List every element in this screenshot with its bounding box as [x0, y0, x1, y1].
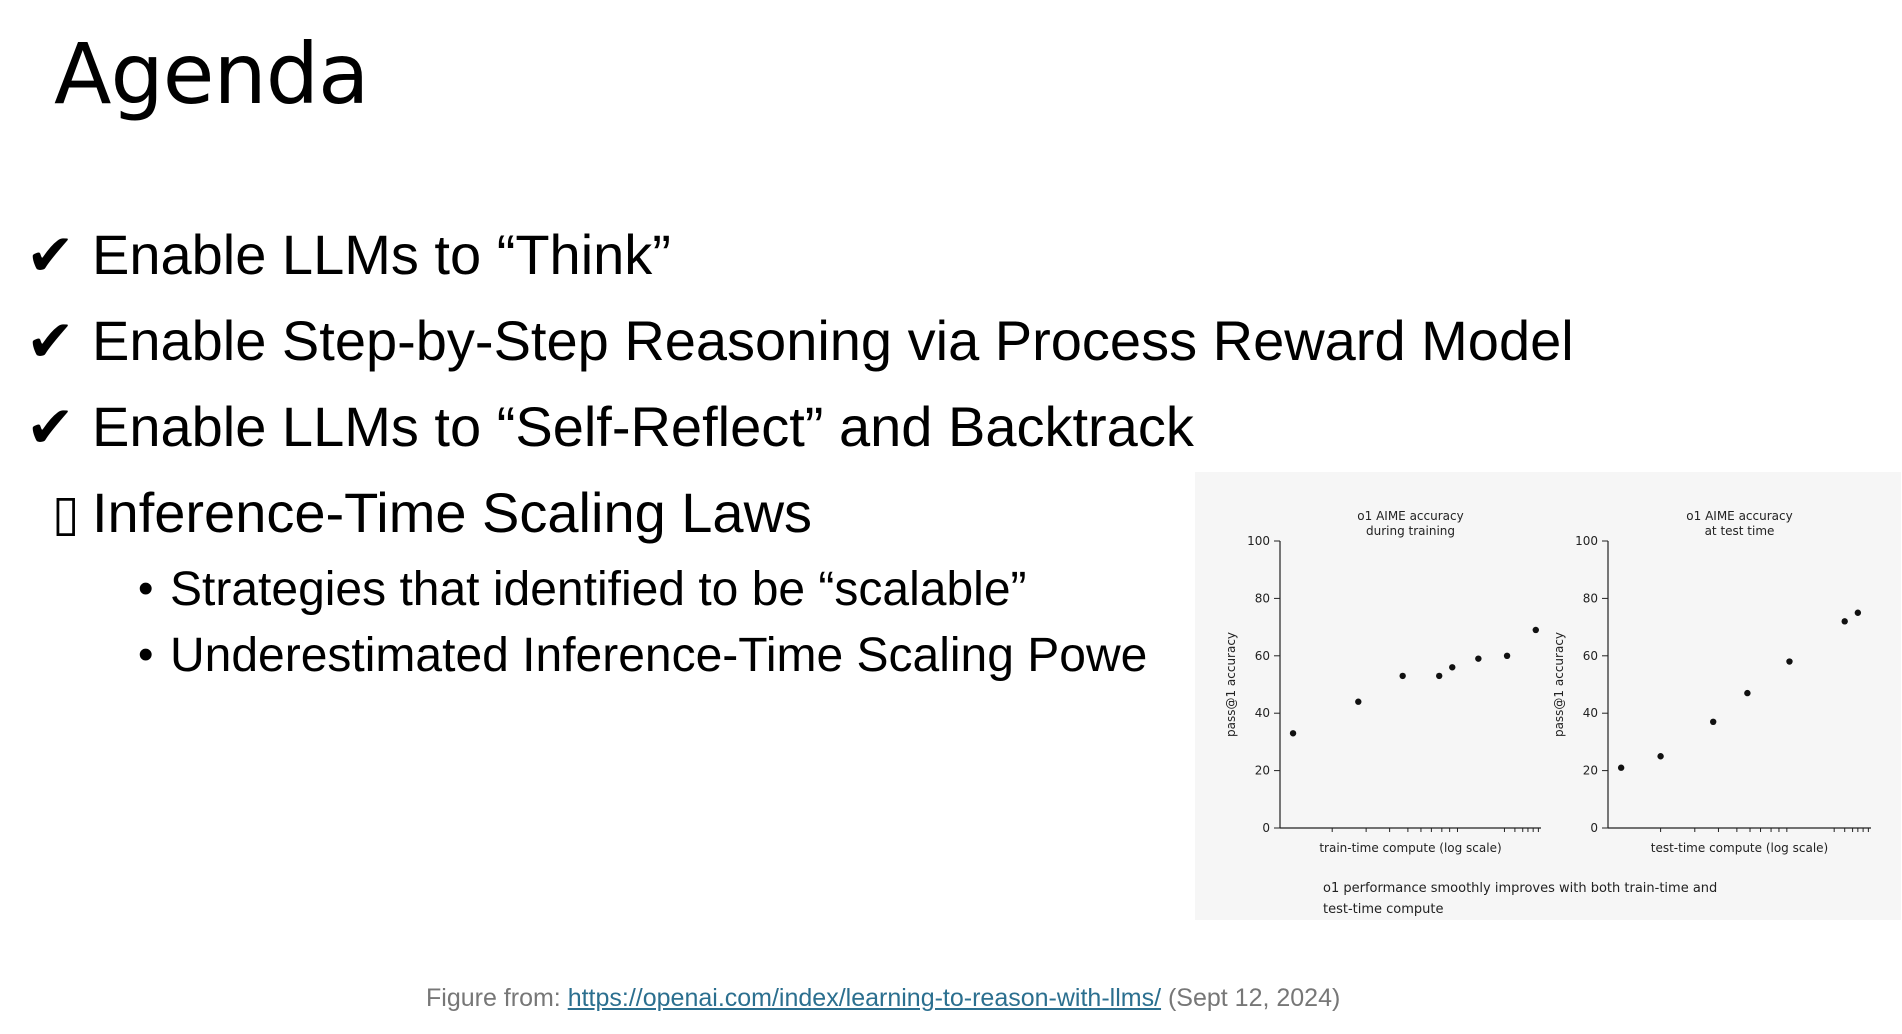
agenda-subitems: • Strategies that identified to be “scal… [26, 556, 1726, 688]
checkmark-icon: ✔ [26, 393, 75, 461]
agenda-item-label: Inference-Time Scaling Laws [92, 481, 813, 544]
agenda-item-scaling-laws: ▯ Inference-Time Scaling Laws [26, 470, 1726, 556]
chart-2-y-tick-label: 20 [1583, 764, 1598, 778]
chart-1-y-tick-label: 20 [1255, 764, 1270, 778]
bullet-icon: • [138, 564, 154, 613]
chart-2-x-axis-label: test-time compute (log scale) [1651, 841, 1828, 855]
agenda-item-think: ✔ Enable LLMs to “Think” [26, 212, 1726, 298]
chart-1-y-tick-label: 0 [1262, 821, 1270, 835]
chart-1-data-point [1355, 698, 1362, 705]
chart-1-y-tick-label: 60 [1255, 649, 1270, 663]
chart-1-data-point [1289, 730, 1297, 737]
agenda-subitem-underestimated: • Underestimated Inference-Time Scaling … [138, 622, 1726, 688]
figure-credit-prefix: Figure from: [426, 984, 568, 1012]
chart-2-y-tick-label: 100 [1575, 534, 1598, 548]
chart-2-data-point [1854, 609, 1862, 616]
checkmark-icon: ✔ [26, 221, 75, 289]
figure-credit: Figure from: https://openai.com/index/le… [426, 984, 1340, 1013]
pending-box-icon: ▯ [52, 484, 80, 542]
bullet-icon: • [138, 630, 154, 679]
slide-title: Agenda [54, 25, 369, 123]
agenda-item-label: Enable LLMs to “Think” [92, 223, 671, 286]
chart-1-data-point [1449, 664, 1456, 671]
chart-2-title-line: at test time [1705, 524, 1775, 538]
chart-2-data-point [1657, 753, 1664, 760]
chart-2-title-line: o1 AIME accuracy [1686, 509, 1792, 523]
chart-1-y-tick-label: 40 [1255, 706, 1270, 720]
chart-2-y-tick-label: 40 [1583, 706, 1598, 720]
agenda-item-label: Enable LLMs to “Self-Reflect” and Backtr… [92, 395, 1194, 458]
chart-2-data-point [1617, 764, 1625, 771]
chart-1-data-point [1475, 655, 1482, 662]
chart-2-data-point [1841, 618, 1848, 625]
chart-1-y-axis-label: pass@1 accuracy [1224, 632, 1238, 737]
chart-2-y-tick-label: 0 [1590, 821, 1598, 835]
chart-1-data-point [1436, 672, 1443, 680]
figure-panel: o1 AIME accuracy during training 0 20 40 60 80… [1195, 472, 1901, 920]
chart-1-data-point [1532, 626, 1539, 634]
figure-source-link[interactable]: https://openai.com/index/learning-to-rea… [567, 984, 1162, 1012]
chart-2-data-point [1744, 689, 1751, 697]
chart-1-title-line: o1 AIME accuracy [1357, 509, 1463, 523]
agenda-item-self-reflect: ✔ Enable LLMs to “Self-Reflect” and Back… [26, 384, 1726, 470]
chart-1-y-tick-label: 80 [1255, 591, 1270, 605]
agenda-list: ✔ Enable LLMs to “Think” ✔ Enable Step-b… [26, 212, 1726, 688]
chart-1-y-tick-label: 100 [1247, 534, 1270, 548]
agenda-subitem-label: Strategies that identified to be “scalab… [170, 562, 1027, 616]
agenda-subitem-label: Underestimated Inference-Time Scaling Po… [170, 628, 1148, 682]
chart-1-data-point [1503, 652, 1511, 659]
agenda-item-label: Enable Step-by-Step Reasoning via Proces… [92, 309, 1574, 372]
checkmark-icon: ✔ [26, 307, 75, 375]
chart-1-data-point [1399, 672, 1406, 680]
chart-2-y-axis-label: pass@1 accuracy [1552, 632, 1566, 737]
agenda-subitem-scalable: • Strategies that identified to be “scal… [138, 556, 1726, 622]
chart-2-data-point [1786, 658, 1793, 665]
agenda-item-process-reward: ✔ Enable Step-by-Step Reasoning via Proc… [26, 298, 1726, 384]
chart-2-y-tick-label: 60 [1583, 649, 1598, 663]
figure-credit-date: (Sept 12, 2024) [1161, 984, 1341, 1012]
chart-2-data-point [1710, 718, 1717, 726]
figure-caption: o1 performance smoothly improves with bo… [1323, 881, 1718, 917]
chart-1-title-line: during training [1366, 524, 1455, 538]
agenda-sublist: • Strategies that identified to be “scal… [26, 556, 1726, 688]
chart-2-y-tick-label: 80 [1583, 591, 1598, 605]
chart-1-x-axis-label: train-time compute (log scale) [1319, 841, 1501, 855]
